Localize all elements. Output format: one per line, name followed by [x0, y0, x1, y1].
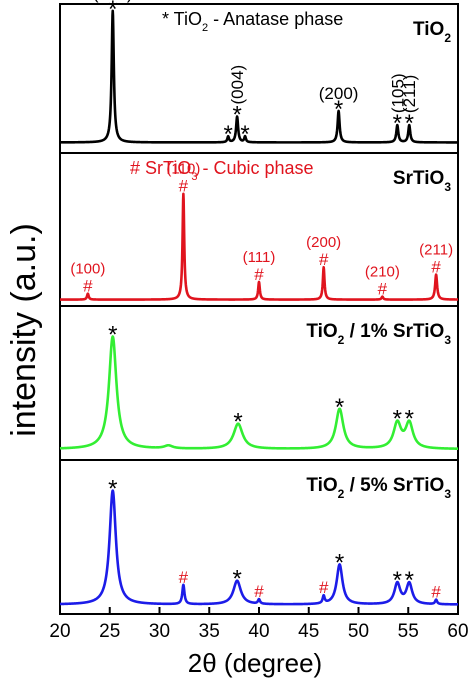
hash-marker: #	[431, 583, 441, 602]
hash-marker: #	[378, 280, 388, 299]
x-tick-label: 50	[348, 621, 369, 642]
star-marker: *	[393, 110, 402, 137]
star-marker: *	[232, 102, 241, 129]
panel-4: TiO2 / 5% SrTiO3*# * # #** * #	[58, 459, 460, 615]
series-line	[58, 335, 460, 450]
miller-index-label: (210)	[365, 264, 400, 281]
x-tick-label: 45	[298, 621, 319, 642]
miller-index-label: (110)	[166, 161, 200, 178]
hash-marker: #	[319, 250, 329, 269]
hash-marker: #	[431, 258, 441, 277]
miller-index-label: (105)	[388, 73, 407, 113]
sample-name: TiO2	[413, 19, 451, 45]
sample-name: TiO2 / 1% SrTiO3	[306, 321, 451, 347]
x-tick-label: 55	[398, 621, 419, 642]
x-tick-label: 30	[149, 621, 170, 642]
miller-index-label: (100)	[70, 261, 105, 278]
hash-marker: #	[179, 568, 189, 587]
miller-index-label: (200)	[319, 84, 359, 103]
x-axis-label: 2θ (degree)	[188, 648, 322, 678]
x-axis: 20 25 30 35 40 45 50 55 60	[49, 607, 469, 642]
star-marker: *	[233, 409, 242, 436]
miller-index-label: (200)	[306, 234, 341, 251]
star-marker: *	[393, 567, 402, 594]
star-marker: *	[240, 121, 249, 148]
star-marker: *	[335, 549, 344, 576]
x-tick-label: 25	[99, 621, 120, 642]
panel-2: SrTiO3# SrTiO3 - Cubic phase#(100)#(110)…	[58, 152, 460, 307]
star-marker: *	[232, 566, 241, 593]
panels-layer: TiO2* TiO2 - Anatase phase*(101)**(004)*…	[58, 0, 460, 615]
star-marker: *	[335, 394, 344, 421]
star-marker: *	[223, 121, 232, 148]
x-tick-label: 35	[199, 621, 220, 642]
star-marker: *	[108, 322, 117, 349]
x-tick-label: 20	[49, 621, 70, 642]
star-marker: *	[405, 567, 414, 594]
phase-note: * TiO2 - Anatase phase	[162, 9, 343, 34]
miller-index-label: (211)	[400, 75, 419, 113]
hash-marker: #	[179, 177, 189, 196]
miller-index-label: (211)	[419, 242, 453, 259]
hash-marker: #	[254, 582, 264, 601]
series-line	[58, 9, 460, 144]
phase-note: # SrTiO3 - Cubic phase	[130, 158, 314, 183]
miller-index-label: (101)	[93, 0, 133, 3]
sample-name: SrTiO3	[393, 168, 451, 194]
sample-name: TiO2 / 5% SrTiO3	[306, 475, 451, 501]
series-line	[58, 489, 460, 606]
star-marker: *	[405, 406, 414, 433]
series-line	[58, 192, 460, 301]
miller-index-label: (111)	[243, 249, 276, 266]
x-tick-label: 40	[248, 621, 269, 642]
star-marker: *	[108, 476, 117, 503]
y-axis-label: intensity (a.u.)	[5, 223, 43, 437]
hash-marker: #	[254, 265, 264, 284]
x-tick-label: 60	[447, 621, 468, 642]
star-marker: *	[334, 96, 343, 123]
star-marker: *	[108, 0, 117, 23]
hash-marker: #	[83, 277, 93, 296]
panel-1: TiO2* TiO2 - Anatase phase*(101)**(004)*…	[58, 0, 460, 154]
miller-index-label: (004)	[228, 65, 247, 105]
hash-marker: #	[319, 578, 329, 597]
star-marker: *	[405, 110, 414, 137]
star-marker: *	[393, 406, 402, 433]
panel-3: TiO2 / 1% SrTiO3*** * *	[58, 305, 460, 461]
